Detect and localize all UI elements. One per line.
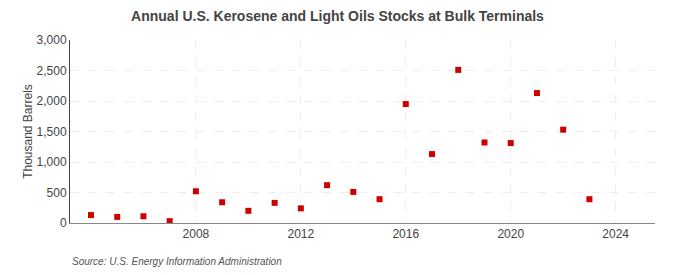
svg-text:500: 500	[47, 186, 67, 200]
svg-text:2,000: 2,000	[37, 94, 67, 108]
svg-text:3,000: 3,000	[37, 33, 67, 47]
svg-text:1,500: 1,500	[37, 125, 67, 139]
svg-text:2016: 2016	[392, 227, 419, 241]
svg-text:0: 0	[60, 216, 67, 230]
svg-text:2,500: 2,500	[37, 64, 67, 78]
svg-text:2020: 2020	[497, 227, 524, 241]
svg-text:2024: 2024	[602, 227, 629, 241]
svg-text:Thousand Barrels: Thousand Barrels	[21, 84, 35, 179]
svg-text:1,000: 1,000	[37, 155, 67, 169]
svg-text:2012: 2012	[287, 227, 314, 241]
svg-text:Annual U.S. Kerosene and Light: Annual U.S. Kerosene and Light Oils Stoc…	[131, 8, 544, 24]
svg-text:2008: 2008	[183, 227, 210, 241]
svg-text:Source: U.S. Energy Informatio: Source: U.S. Energy Information Administ…	[72, 256, 282, 267]
